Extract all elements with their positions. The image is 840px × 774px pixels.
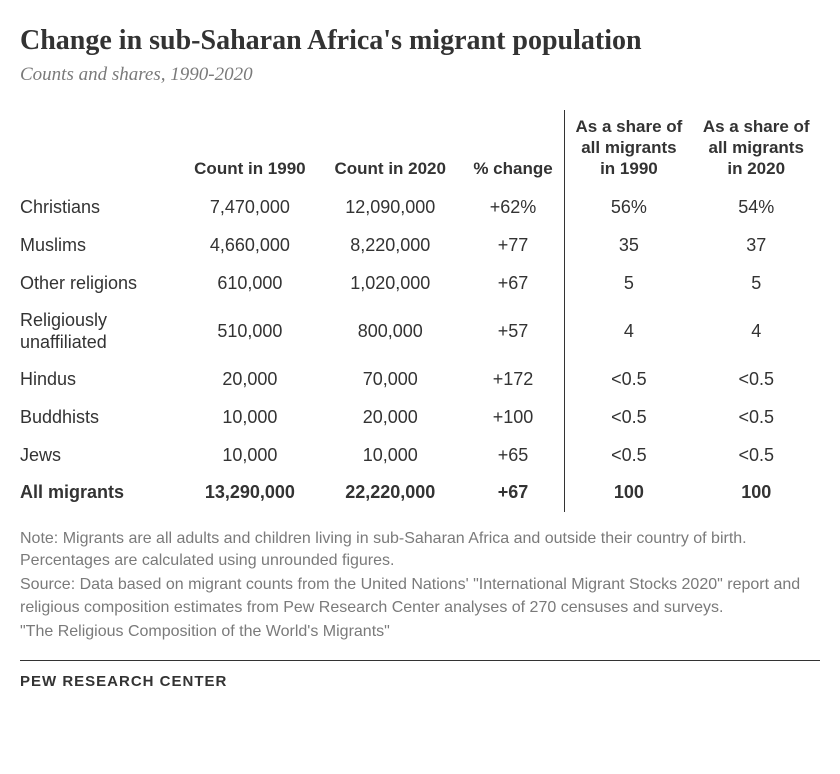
cell: <0.5 (692, 437, 820, 475)
col-header-1990: Count in 1990 (181, 110, 319, 190)
table-row: Religiously unaffiliated 510,000 800,000… (20, 302, 820, 361)
data-table: Count in 1990 Count in 2020 % change As … (20, 110, 820, 512)
report-title-text: "The Religious Composition of the World'… (20, 621, 820, 643)
cell: 70,000 (319, 361, 462, 399)
row-label: Religiously unaffiliated (20, 302, 181, 361)
cell: 4 (565, 302, 693, 361)
cell: 800,000 (319, 302, 462, 361)
cell: <0.5 (692, 399, 820, 437)
row-label: Other religions (20, 265, 181, 303)
row-label: All migrants (20, 474, 181, 512)
cell: 56% (565, 189, 693, 227)
table-row: Buddhists 10,000 20,000 +100 <0.5 <0.5 (20, 399, 820, 437)
cell: +67 (462, 474, 565, 512)
source-text: Source: Data based on migrant counts fro… (20, 574, 820, 619)
row-label: Muslims (20, 227, 181, 265)
cell: +100 (462, 399, 565, 437)
footer-divider (20, 660, 820, 661)
notes-block: Note: Migrants are all adults and childr… (20, 528, 820, 644)
table-row: Christians 7,470,000 12,090,000 +62% 56%… (20, 189, 820, 227)
cell: 100 (565, 474, 693, 512)
cell: <0.5 (565, 361, 693, 399)
col-header-pct: % change (462, 110, 565, 190)
cell: 10,000 (319, 437, 462, 475)
cell: <0.5 (565, 437, 693, 475)
table-row: Other religions 610,000 1,020,000 +67 5 … (20, 265, 820, 303)
cell: +67 (462, 265, 565, 303)
cell: +172 (462, 361, 565, 399)
cell: 5 (692, 265, 820, 303)
col-header-label (20, 110, 181, 190)
cell: 100 (692, 474, 820, 512)
table-row: Muslims 4,660,000 8,220,000 +77 35 37 (20, 227, 820, 265)
row-label: Christians (20, 189, 181, 227)
cell: +57 (462, 302, 565, 361)
cell: 7,470,000 (181, 189, 319, 227)
page-title: Change in sub-Saharan Africa's migrant p… (20, 24, 820, 58)
cell: 510,000 (181, 302, 319, 361)
cell: 8,220,000 (319, 227, 462, 265)
cell: <0.5 (565, 399, 693, 437)
brand-label: PEW RESEARCH CENTER (20, 673, 820, 690)
row-label: Hindus (20, 361, 181, 399)
cell: 610,000 (181, 265, 319, 303)
col-header-share1990: As a share of all migrants in 1990 (565, 110, 693, 190)
cell: 37 (692, 227, 820, 265)
note-text: Note: Migrants are all adults and childr… (20, 528, 820, 573)
cell: +65 (462, 437, 565, 475)
cell: 10,000 (181, 399, 319, 437)
cell: 35 (565, 227, 693, 265)
cell: 4,660,000 (181, 227, 319, 265)
col-header-2020: Count in 2020 (319, 110, 462, 190)
table-header-row: Count in 1990 Count in 2020 % change As … (20, 110, 820, 190)
cell: <0.5 (692, 361, 820, 399)
row-label: Buddhists (20, 399, 181, 437)
cell: 54% (692, 189, 820, 227)
table-row: Jews 10,000 10,000 +65 <0.5 <0.5 (20, 437, 820, 475)
col-header-share2020: As a share of all migrants in 2020 (692, 110, 820, 190)
table-row: Hindus 20,000 70,000 +172 <0.5 <0.5 (20, 361, 820, 399)
row-label: Jews (20, 437, 181, 475)
cell: 20,000 (181, 361, 319, 399)
cell: 13,290,000 (181, 474, 319, 512)
cell: +77 (462, 227, 565, 265)
cell: 4 (692, 302, 820, 361)
cell: 10,000 (181, 437, 319, 475)
cell: 5 (565, 265, 693, 303)
table-total-row: All migrants 13,290,000 22,220,000 +67 1… (20, 474, 820, 512)
cell: 1,020,000 (319, 265, 462, 303)
cell: +62% (462, 189, 565, 227)
cell: 22,220,000 (319, 474, 462, 512)
page-subtitle: Counts and shares, 1990-2020 (20, 64, 820, 86)
cell: 12,090,000 (319, 189, 462, 227)
cell: 20,000 (319, 399, 462, 437)
